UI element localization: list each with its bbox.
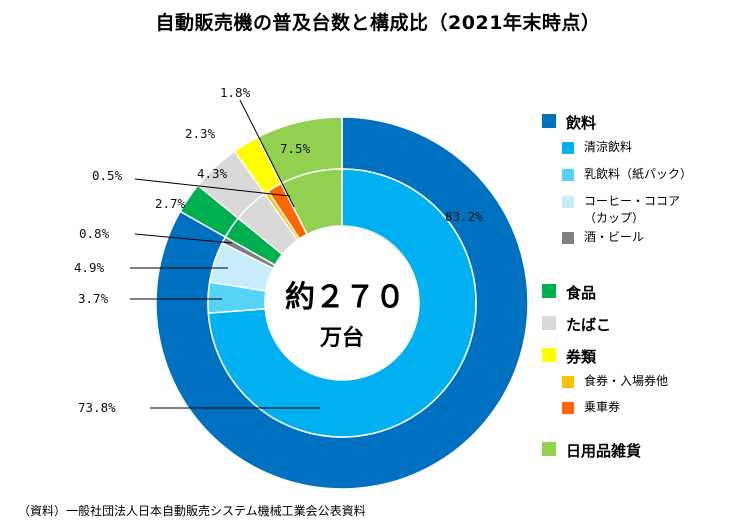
outer-label-seg-3: 2.3% xyxy=(185,126,216,141)
legend-item-4: 酒・ビール xyxy=(562,230,644,246)
inner-label-7: 1.8% xyxy=(220,85,251,100)
legend-label: 乗車券 xyxy=(584,400,621,414)
donut-hole xyxy=(265,226,419,380)
legend-item-5: 食品 xyxy=(542,282,596,303)
chart-title: 自動販売機の普及台数と構成比（2021年末時点） xyxy=(155,12,601,34)
inner-label-2: 4.9% xyxy=(74,260,105,275)
legend-swatch xyxy=(542,348,556,362)
outer-label-seg-0: 83.2% xyxy=(445,209,483,224)
inner-leader-3 xyxy=(134,233,233,244)
legend-label: 日用品雑貨 xyxy=(566,442,642,460)
legend-swatch xyxy=(542,284,556,298)
inner-leader-6 xyxy=(134,178,291,197)
legend-swatch xyxy=(542,316,556,330)
inner-label-3: 0.8% xyxy=(79,226,110,241)
legend-label: 酒・ビール xyxy=(584,230,645,244)
legend-item-1: 清涼飲料 xyxy=(562,140,632,156)
leader-lines xyxy=(130,99,320,409)
legend-label: 清涼飲料 xyxy=(584,140,633,154)
legend-item-6: たばこ xyxy=(542,314,611,335)
legend-item-10: 日用品雑貨 xyxy=(542,440,641,461)
center-unit: 万台 xyxy=(319,325,364,351)
legend-item-3: コーヒー・ココア （カップ） xyxy=(562,194,680,227)
inner-leader-7 xyxy=(239,99,295,208)
legend-item-0: 飲料 xyxy=(542,112,596,133)
legend-item-8: 食券・入場券他 xyxy=(562,374,668,390)
legend-item-7: 券類 xyxy=(542,346,596,367)
source-note: （資料）一般社団法人日本自動販売システム機械工業会公表資料 xyxy=(18,504,366,518)
legend-swatch xyxy=(542,114,556,128)
legend-swatch xyxy=(542,442,556,456)
legend-swatch xyxy=(562,232,574,244)
legend-label: 券類 xyxy=(566,348,597,366)
legend-label: コーヒー・ココア （カップ） xyxy=(584,194,681,225)
legend-label: 飲料 xyxy=(566,114,597,132)
data-labels: 83.2% 2.7% 4.3% 2.3% 7.5% 73.8% 3.7% 4.9% 0.8% 0.… xyxy=(74,85,483,415)
inner-label-6: 0.5% xyxy=(92,168,123,183)
legend-item-9: 乗車券 xyxy=(562,400,620,416)
inner-label-1: 3.7% xyxy=(78,291,109,306)
legend-swatch xyxy=(562,142,574,154)
outer-label-seg-2: 4.3% xyxy=(197,166,228,181)
outer-label-seg-1: 2.7% xyxy=(155,196,186,211)
center-total: 約２７０ xyxy=(285,280,405,315)
legend-swatch xyxy=(562,196,574,208)
legend-swatch xyxy=(562,169,574,181)
legend-label: 乳飲料（紙パック） xyxy=(584,167,693,181)
inner-ring xyxy=(207,168,477,438)
legend-label: 食品 xyxy=(566,284,597,302)
outer-label-seg-4: 7.5% xyxy=(280,141,311,156)
inner-label-0: 73.8% xyxy=(78,400,116,415)
legend-label: 食券・入場券他 xyxy=(584,374,669,388)
legend-item-2: 乳飲料（紙パック） xyxy=(562,167,692,183)
legend-swatch xyxy=(562,376,574,388)
legend-label: たばこ xyxy=(566,316,612,334)
legend-swatch xyxy=(562,402,574,414)
inner-slice-0 xyxy=(207,168,477,438)
